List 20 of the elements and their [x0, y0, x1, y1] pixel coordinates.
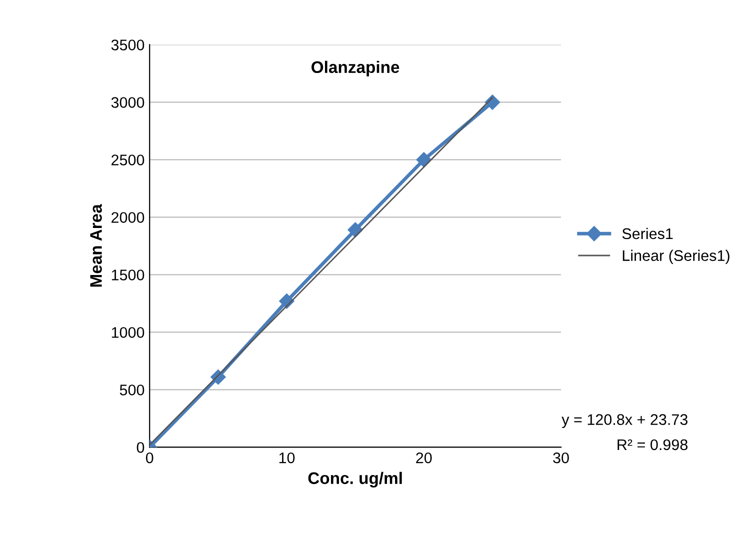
- y-tick-label: 3000: [111, 97, 144, 108]
- point: [416, 152, 432, 168]
- x-axis-title: Conc. ug/ml: [308, 472, 402, 488]
- x-tick-label: 10: [279, 452, 295, 464]
- y-tick-label: 500: [120, 384, 144, 396]
- legend-label: Series1: [622, 228, 673, 240]
- x-tick-label: 30: [553, 452, 569, 464]
- x-tick-label: 0: [146, 452, 154, 464]
- text: Olanzapine: [312, 60, 400, 76]
- x-tick-label: 20: [416, 452, 432, 464]
- y-tick-label: 2000: [112, 212, 144, 223]
- y-tick-label: 3500: [111, 40, 144, 50]
- legend-label: Linear (Series1): [622, 250, 730, 264]
- y-tick-label: 1000: [112, 327, 144, 338]
- y-tick-label: 2500: [112, 154, 144, 166]
- text: R² = 0.998: [618, 439, 688, 450]
- y-axis-title: Mean Area: [90, 204, 102, 287]
- y-tick-label: 1500: [112, 270, 144, 280]
- text: y = 120.8x + 23.73: [562, 414, 688, 428]
- y-tick-label: 0: [136, 442, 144, 453]
